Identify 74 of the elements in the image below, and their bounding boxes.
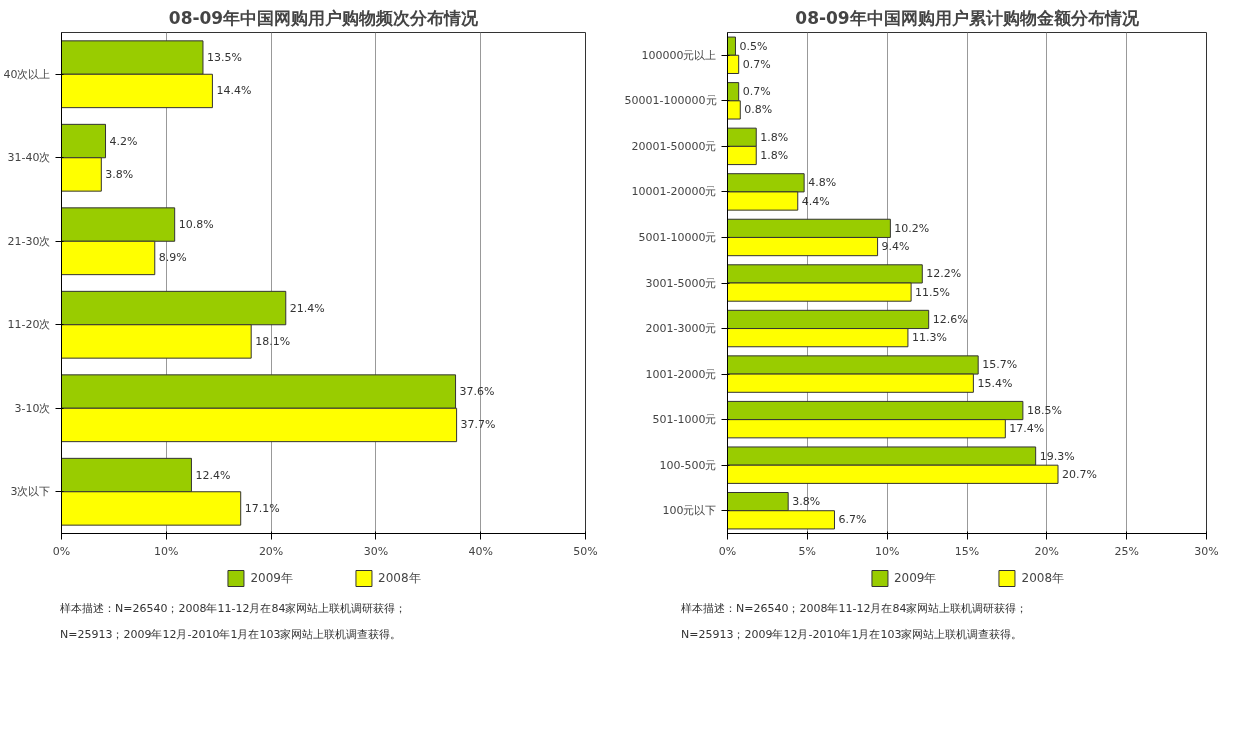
legend-label: 2008年 [1021,569,1065,587]
x-tick-label: 5% [798,544,817,558]
data-label: 10.2% [894,221,930,235]
y-tick-label: 40次以上 [3,67,51,81]
y-tick-label: 501-1000元 [652,413,717,427]
y-tick-label: 5001-10000元 [638,230,717,244]
chart-title: 08-09年中国网购用户累计购物金额分布情况 [795,7,1140,28]
data-label: 10.8% [178,218,214,232]
y-tick-label: 2001-3000元 [645,322,717,336]
text: N=25913；2009年12月-2010年1月在103家网站上联机调查获得。 [681,626,1023,643]
y-tick-label: 31-40次 [7,151,51,165]
data-label: 11.5% [915,285,951,299]
x-tick-label: 0% [52,544,71,558]
data-label: 20.7% [1062,467,1097,481]
x-tick-label: 15% [954,544,980,558]
x-tick-label: 25% [1114,544,1139,558]
data-label: 0.5% [739,39,768,53]
chart-title: 08-09年中国网购用户购物频次分布情况 [168,7,480,28]
data-label: 15.7% [982,358,1018,372]
x-tick-label: 20% [258,544,284,558]
data-label: 12.6% [932,312,968,326]
x-tick-label: 30% [1194,544,1219,558]
y-tick-label: 3次以下 [10,485,51,499]
x-tick-label: 50% [573,544,598,558]
data-label: 14.4% [216,84,252,98]
data-label: 15.4% [977,376,1013,390]
x-tick-label: 40% [468,544,493,558]
data-label: 4.8% [808,176,837,190]
data-label: 18.1% [255,334,291,348]
x-tick-label: 10% [874,544,900,558]
data-label: 37.6% [459,385,495,399]
data-label: 0.7% [742,85,771,99]
data-label: 4.4% [801,194,830,208]
x-tick-label: 10% [154,544,179,558]
x-tick-label: 0% [718,544,737,558]
text: 样本描述：N=26540；2008年11-12月在84家网站上联机调研获得； [681,601,1028,617]
text: 样本描述：N=26540；2008年11-12月在84家网站上联机调研获得； [60,601,407,617]
legend-label: 2008年 [378,569,421,587]
y-tick-label: 21-30次 [7,234,51,248]
y-tick-label: 3-10次 [14,401,51,415]
data-label: 12.4% [195,468,231,482]
data-label: 13.5% [206,51,242,65]
data-label: 18.5% [1026,404,1062,418]
data-label: 9.4% [881,240,910,254]
data-label: 8.9% [158,251,187,265]
y-tick-label: 3001-5000元 [645,276,717,290]
data-label: 17.1% [244,501,280,515]
data-label: 11.3% [911,331,947,345]
legend-label: 2009年 [250,569,293,587]
data-label: 19.3% [1039,449,1075,463]
legend-label: 2009年 [893,569,937,587]
data-label: 3.8% [105,167,134,181]
x-tick-label: 30% [363,544,389,558]
text: N=25913；2009年12月-2010年1月在103家网站上联机调查获得。 [60,626,402,643]
data-label: 17.4% [1009,422,1045,436]
x-tick-label: 20% [1034,544,1060,558]
y-tick-label: 10001-20000元 [631,185,717,199]
data-label: 37.7% [460,418,496,432]
data-label: 3.8% [792,495,821,509]
data-label: 1.8% [760,130,789,144]
y-tick-label: 100元以下 [662,504,717,518]
data-label: 4.2% [109,134,138,148]
data-label: 6.7% [838,513,867,527]
data-label: 0.7% [742,57,771,71]
data-label: 1.8% [760,148,789,162]
y-tick-label: 11-20次 [7,318,51,332]
y-tick-label: 1001-2000元 [645,367,717,381]
data-label: 12.2% [926,267,962,281]
y-tick-label: 20001-50000元 [631,139,717,153]
y-tick-label: 50001-100000元 [624,94,717,108]
y-tick-label: 100000元以上 [641,48,717,62]
y-tick-label: 100-500元 [659,458,717,472]
data-label: 21.4% [289,301,325,315]
data-label: 0.8% [744,103,773,117]
